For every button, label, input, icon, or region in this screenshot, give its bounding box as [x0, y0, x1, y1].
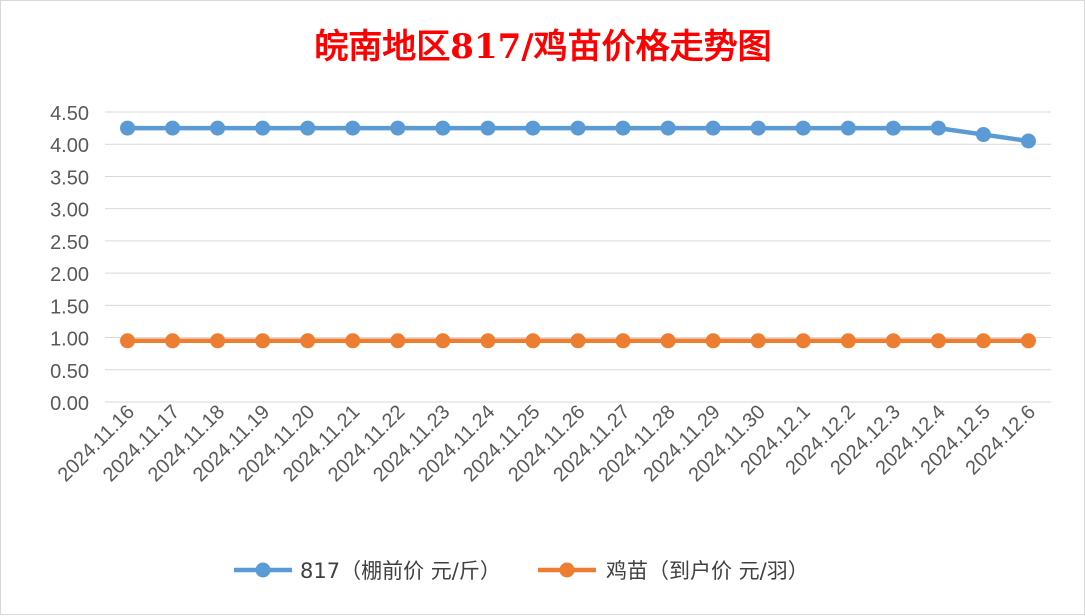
data-point — [390, 333, 406, 349]
y-tick-label: 3.50 — [50, 167, 89, 189]
data-point — [885, 333, 901, 349]
data-point — [750, 333, 766, 349]
y-tick-label: 1.00 — [50, 329, 89, 351]
data-point — [525, 120, 541, 136]
y-tick-label: 1.50 — [50, 296, 89, 318]
data-point — [795, 333, 811, 349]
y-tick-label: 4.50 — [50, 103, 89, 125]
y-tick-label: 0.00 — [50, 393, 89, 415]
data-point — [120, 120, 136, 136]
legend: 817（棚前价 元/斤） 鸡苗（到户价 元/羽） — [234, 559, 809, 583]
data-point — [615, 333, 631, 349]
data-point — [660, 120, 676, 136]
data-point — [615, 120, 631, 136]
series-layer — [120, 120, 1036, 349]
data-point — [255, 120, 271, 136]
data-point — [255, 333, 271, 349]
data-point — [210, 120, 226, 136]
series-2 — [120, 333, 1036, 349]
data-point — [705, 333, 721, 349]
legend-label: 817（棚前价 元/斤） — [300, 559, 501, 583]
data-point — [300, 333, 316, 349]
y-tick-label: 4.00 — [50, 135, 89, 157]
data-point — [750, 120, 766, 136]
legend-marker — [559, 562, 575, 578]
data-point — [345, 333, 361, 349]
data-point — [885, 120, 901, 136]
data-point — [435, 333, 451, 349]
data-point — [120, 333, 136, 349]
data-point — [570, 333, 586, 349]
gridlines — [105, 111, 1051, 403]
data-point — [1020, 333, 1036, 349]
data-point — [840, 120, 856, 136]
legend-label: 鸡苗（到户价 元/羽） — [606, 559, 809, 583]
x-axis: 2024.11.162024.11.172024.11.182024.11.19… — [54, 401, 1040, 486]
y-tick-label: 2.00 — [50, 264, 89, 286]
data-point — [1020, 133, 1036, 149]
y-axis: 0.00 0.50 1.00 1.50 2.00 2.50 3.00 3.50 4.00 4.50 — [50, 103, 89, 415]
legend-item: 鸡苗（到户价 元/羽） — [538, 559, 809, 583]
data-point — [480, 120, 496, 136]
legend-item: 817（棚前价 元/斤） — [234, 559, 501, 583]
data-point — [345, 120, 361, 136]
data-point — [210, 333, 226, 349]
y-tick-label: 3.00 — [50, 200, 89, 222]
series-1 — [120, 120, 1036, 149]
y-tick-label: 2.50 — [50, 232, 89, 254]
data-point — [660, 333, 676, 349]
data-point — [525, 333, 541, 349]
chart-title: 皖南地区817/鸡苗价格走势图 — [314, 27, 771, 67]
data-point — [165, 120, 181, 136]
data-point — [435, 120, 451, 136]
data-point — [390, 120, 406, 136]
data-point — [795, 120, 811, 136]
data-point — [840, 333, 856, 349]
data-point — [300, 120, 316, 136]
data-point — [570, 120, 586, 136]
y-tick-label: 0.50 — [50, 361, 89, 383]
data-point — [480, 333, 496, 349]
data-point — [930, 333, 946, 349]
data-point — [975, 333, 991, 349]
data-point — [975, 127, 991, 143]
data-point — [930, 120, 946, 136]
data-point — [165, 333, 181, 349]
data-point — [705, 120, 721, 136]
legend-marker — [255, 562, 271, 578]
